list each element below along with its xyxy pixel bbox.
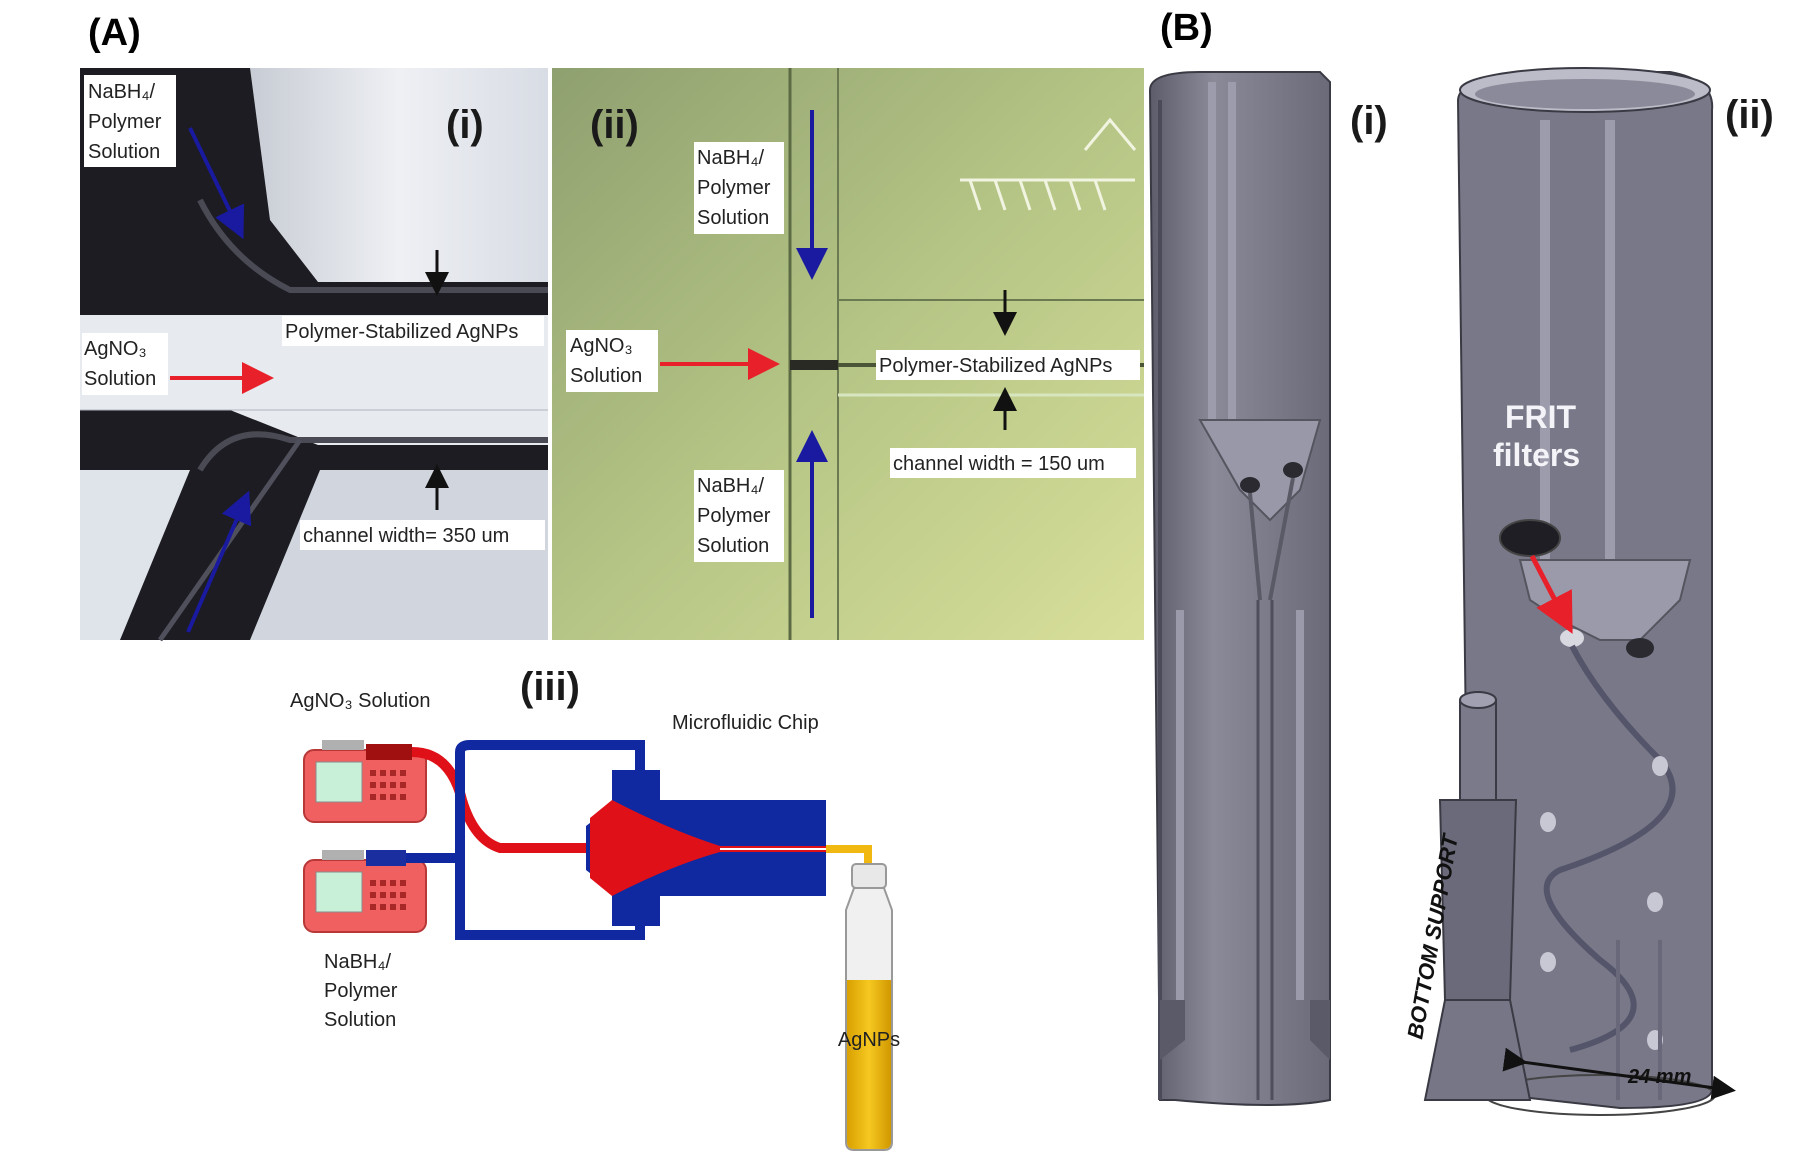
numeral-b-ii: (ii)	[1725, 93, 1774, 137]
label-box-a-ii-side	[566, 330, 658, 392]
a-ii-top-inlet-3: Solution	[697, 207, 769, 229]
dimension-line	[1502, 1047, 1736, 1100]
collection-vial	[845, 863, 893, 1151]
a-i-top-inlet-2: Polymer	[88, 111, 162, 133]
a-ii-side-inlet-2: Solution	[570, 365, 642, 387]
panel-a-letter: (A)	[88, 12, 141, 54]
a-ii-bottom-inlet-3: Solution	[697, 535, 769, 557]
label-box-a-ii-top	[694, 142, 784, 234]
a-iii-vial-label: AgNPs	[838, 1029, 900, 1051]
blue-tubing-top	[406, 740, 645, 863]
label-box-a-i-side	[82, 333, 168, 395]
blue-arrow-a-i-bottom	[186, 490, 252, 633]
panel-b-letter: (B)	[1160, 7, 1213, 49]
a-ii-outlet: Polymer-Stabilized AgNPs	[879, 355, 1112, 377]
bottom-support-part	[1423, 691, 1532, 1101]
label-box-a-i-width	[300, 520, 545, 550]
a-i-width: channel width= 350 um	[303, 525, 509, 547]
a-i-top-inlet-3: Solution	[88, 141, 160, 163]
label-box-a-i-top	[84, 75, 176, 167]
label-box-a-ii-outlet	[876, 350, 1140, 380]
red-tubing	[411, 747, 600, 853]
a-i-top-inlet-1: NaBH₄/	[88, 81, 156, 103]
b-ii-dimension: 24 mm	[1627, 1066, 1691, 1088]
b-ii-frit-label-2: filters	[1493, 437, 1580, 473]
red-arrow-b-ii	[1529, 554, 1573, 634]
a-ii-bottom-inlet-1: NaBH₄/	[697, 475, 765, 497]
syringe-pump-1	[303, 740, 427, 823]
label-box-a-ii-width	[890, 448, 1136, 478]
numeral-a-ii: (ii)	[590, 103, 639, 147]
microfluidic-chip	[586, 770, 826, 926]
a-ii-bottom-inlet-2: Polymer	[697, 505, 771, 527]
outlet-tubing	[826, 845, 872, 868]
a-iii-pump1-label: AgNO₃ Solution	[290, 690, 430, 712]
numeral-a-i: (i)	[446, 103, 484, 147]
a-ii-side-inlet-1: AgNO₃	[570, 335, 633, 357]
label-box-a-i-outlet	[282, 316, 544, 346]
syringe-pump-2	[303, 850, 427, 933]
a-iii-pump2-label-1: NaBH₄/	[324, 951, 392, 973]
a-iii-chip-label: Microfluidic Chip	[672, 712, 819, 734]
a-ii-top-inlet-1: NaBH₄/	[697, 147, 765, 169]
blue-arrow-a-i-top	[188, 127, 245, 240]
a-iii-pump2-label-3: Solution	[324, 1009, 396, 1031]
reactor-assembly-model	[1456, 67, 1716, 1116]
a-i-outlet: Polymer-Stabilized AgNPs	[285, 321, 518, 343]
a-iii-pump2-label-2: Polymer	[324, 980, 398, 1002]
reactor-cutaway-model	[1148, 71, 1331, 1106]
a-ii-width: channel width = 150 um	[893, 453, 1105, 475]
label-box-a-ii-bottom	[694, 470, 784, 562]
a-i-side-inlet-1: AgNO₃	[84, 338, 147, 360]
numeral-b-i: (i)	[1350, 99, 1388, 143]
a-i-side-inlet-2: Solution	[84, 368, 156, 390]
b-ii-frit-label-1: FRIT	[1505, 399, 1577, 435]
a-ii-top-inlet-2: Polymer	[697, 177, 771, 199]
numeral-a-iii: (iii)	[520, 665, 580, 709]
